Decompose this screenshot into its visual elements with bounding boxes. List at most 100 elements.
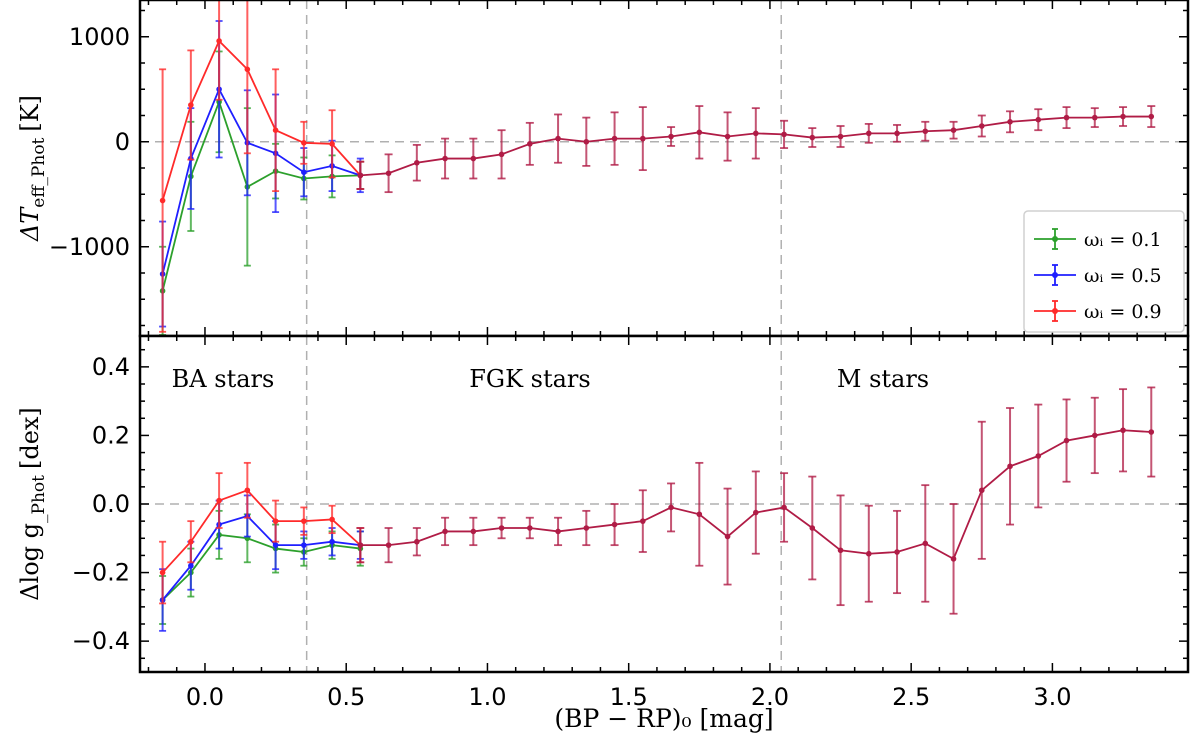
legend-marker: [1052, 308, 1058, 314]
data-point: [301, 169, 307, 175]
data-point: [188, 538, 194, 545]
data-point: [1063, 114, 1070, 121]
data-point: [272, 518, 279, 524]
x-tick-label: 1.0: [468, 683, 506, 711]
plot-background: [140, 0, 1188, 336]
data-point: [583, 138, 590, 145]
data-point: [668, 504, 674, 511]
data-point: [498, 151, 505, 158]
x-tick-label: 3.0: [1033, 683, 1071, 711]
legend-marker: [1052, 272, 1058, 278]
series-line: [161, 533, 361, 601]
data-point: [1148, 113, 1155, 120]
data-point: [1035, 116, 1042, 123]
data-point: [188, 562, 194, 569]
x-tick-label: 0.0: [186, 683, 224, 711]
data-point: [865, 550, 872, 557]
x-tick-label: 2.5: [892, 683, 930, 711]
data-point: [837, 547, 844, 554]
data-point: [527, 525, 533, 531]
legend-entry: ωᵢ = 0.1: [1084, 229, 1162, 251]
data-point: [724, 133, 731, 140]
x-tick-label: 2.0: [751, 683, 789, 711]
y-label-main: ΔT: [16, 206, 44, 242]
series-3: [356, 386, 1156, 615]
data-point: [1035, 453, 1042, 459]
y-label-unit: [K]: [16, 95, 44, 132]
y-tick-label: 0.0: [92, 490, 130, 518]
data-point: [555, 528, 561, 535]
data-point: [272, 542, 279, 548]
data-point: [159, 197, 166, 204]
data-point: [640, 518, 646, 524]
y-label-sub: eff_Phot: [29, 137, 49, 207]
y-tick-label: 0.2: [92, 421, 130, 449]
y-tick-label: 0: [115, 128, 130, 156]
data-point: [1120, 427, 1126, 434]
data-point: [498, 525, 505, 531]
x-axis-label: (BP − RP)₀ [mag]: [554, 704, 773, 733]
data-point: [837, 133, 844, 140]
data-point: [865, 130, 872, 137]
data-point: [272, 127, 279, 133]
data-point: [583, 525, 590, 531]
axis-labels: ΔTeff_Phot [K] Δlog g_Phot [dex] (BP − RP)₀ …: [16, 95, 774, 733]
data-point: [1007, 119, 1013, 125]
ticks: 0.0 0.5 1.0 1.5 2.0 2.5 3.0 0.4 0.2 0.0 −0.2 −0.4: [72, 336, 1188, 711]
region-label: M stars: [837, 365, 929, 393]
region-labels: BA stars FGK stars M stars: [172, 365, 929, 393]
bottom-panel: 0.0 0.5 1.0 1.5 2.0 2.5 3.0 0.4 0.2 0.0 −0.2 −0.4 BA…: [72, 334, 1190, 711]
data-point: [442, 155, 448, 162]
data-point: [724, 533, 731, 540]
legend-entry: ωᵢ = 0.5: [1084, 265, 1162, 287]
series-line: [161, 39, 362, 201]
data-point: [781, 504, 787, 511]
data-point: [922, 540, 929, 547]
data-point: [188, 102, 194, 108]
data-point: [301, 140, 307, 146]
top-panel: 1000 0 −1000 ωᵢ = 0.1 ωᵢ = 0.5 ωᵢ = 0.9: [49, 0, 1190, 338]
data-point: [894, 130, 900, 137]
y-label-sub: _Phot: [29, 475, 49, 523]
y-tick-label: 1000: [69, 23, 130, 51]
data-point: [159, 569, 166, 576]
data-point: [1007, 463, 1013, 470]
series-3: [356, 105, 1156, 194]
y-label-main: Δlog g: [16, 523, 44, 601]
legend-box: [1023, 210, 1185, 333]
data-point: [329, 538, 335, 545]
y-tick-label: −0.2: [72, 559, 130, 587]
legend: ωᵢ = 0.1 ωᵢ = 0.5 ωᵢ = 0.9: [1023, 210, 1185, 333]
data-point: [809, 525, 816, 531]
region-label: FGK stars: [469, 365, 590, 393]
data-point: [753, 130, 759, 137]
data-point: [611, 135, 618, 142]
data-point: [640, 135, 646, 142]
data-point: [1091, 114, 1098, 121]
data-point: [922, 128, 929, 135]
region-label: BA stars: [172, 365, 275, 393]
data-point: [950, 556, 957, 562]
data-point: [696, 129, 703, 136]
y-tick-label: −1000: [49, 233, 130, 261]
data-point: [753, 509, 759, 516]
data-point: [442, 528, 448, 535]
y-tick-label: −0.4: [72, 627, 130, 655]
data-point: [668, 133, 674, 140]
data-point: [216, 38, 222, 44]
y-label-unit: [dex]: [16, 407, 44, 469]
data-point: [357, 542, 364, 548]
data-point: [555, 135, 561, 142]
data-point: [244, 66, 251, 73]
x-tick-label: 0.5: [327, 683, 365, 711]
data-point: [1148, 429, 1155, 435]
x-tick-label: 1.5: [610, 683, 648, 711]
data-point: [781, 131, 787, 138]
series-2: [159, 0, 364, 333]
plot-frame: [138, 334, 1190, 674]
data-point: [1063, 437, 1070, 444]
data-point: [329, 516, 335, 523]
y-axis-label-top: ΔTeff_Phot [K]: [16, 95, 49, 242]
data-point: [414, 159, 420, 166]
